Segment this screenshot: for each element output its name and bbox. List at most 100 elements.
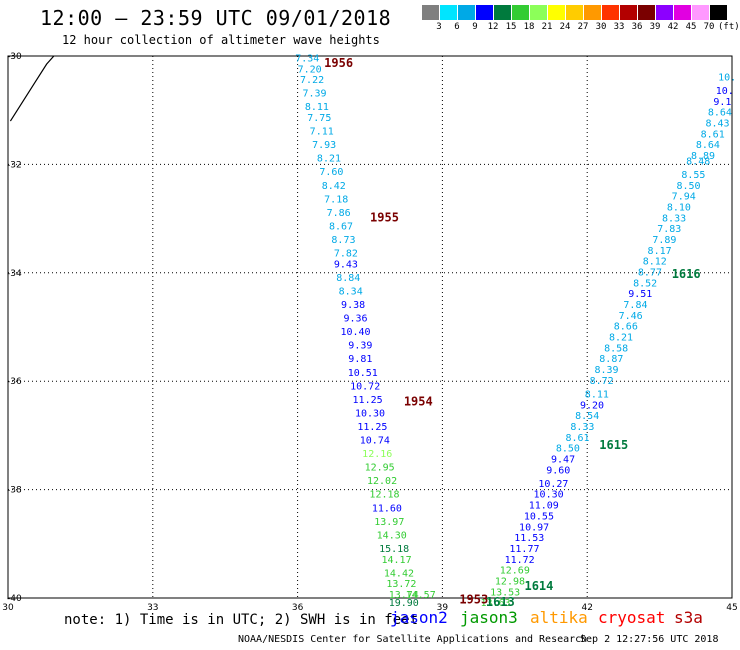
wave-height-value: 9.81 — [348, 354, 372, 365]
color-swatch — [422, 5, 439, 20]
wave-height-value: 12.69 — [500, 566, 530, 577]
wave-height-value: 7.22 — [300, 75, 324, 86]
wave-height-value: 13.63 — [480, 598, 510, 609]
color-swatch — [710, 5, 727, 20]
wave-height-value: 7.46 — [619, 311, 643, 322]
wave-height-value: 10.55 — [524, 511, 554, 522]
lon-tick-label: 39 — [437, 603, 449, 613]
wave-height-value: 14.57 — [406, 590, 436, 601]
color-swatch — [548, 5, 565, 20]
wave-height-value: 8.67 — [329, 221, 353, 232]
wave-height-value: 13.74 — [389, 590, 419, 601]
map-subtitle: 12 hour collection of altimeter wave hei… — [62, 33, 380, 47]
color-scale-label: 27 — [577, 22, 589, 32]
wave-height-value: 15.18 — [379, 544, 409, 555]
wave-height-value: 9.1 — [713, 97, 731, 108]
wave-height-value: 11.60 — [372, 503, 402, 514]
color-scale-label: 39 — [649, 22, 661, 32]
wave-height-value: 10.27 — [538, 479, 568, 490]
wave-height-value: 8.42 — [322, 181, 346, 192]
wave-height-value: 11.77 — [509, 544, 539, 555]
wave-height-value: 8.33 — [570, 422, 594, 433]
color-scale-label: 21 — [541, 22, 553, 32]
color-scale-label: 12 — [487, 22, 499, 32]
lon-tick-label: 33 — [147, 603, 158, 613]
wave-height-value: 10.97 — [519, 522, 549, 533]
wave-height-value: 7.60 — [319, 167, 343, 178]
wave-height-value: 8.61 — [701, 129, 725, 140]
wave-height-value: 9.43 — [334, 259, 358, 270]
legend-altika: altika — [530, 608, 588, 627]
wave-height-value: 7.83 — [657, 224, 681, 235]
wave-height-value: 8.84 — [336, 273, 360, 284]
wave-height-value: 7.75 — [307, 113, 331, 124]
wave-height-value: 7.20 — [298, 64, 322, 75]
wave-height-value: 9.51 — [628, 289, 652, 300]
color-swatch — [692, 5, 709, 20]
wave-height-value: 8.33 — [662, 213, 686, 224]
wave-height-value: 9.39 — [348, 341, 372, 352]
lat-tick-label: -30 — [7, 52, 22, 62]
color-scale-label: 70 — [703, 22, 715, 32]
pass-time-label: 1615 — [599, 438, 628, 452]
wave-height-value: 14.17 — [381, 555, 411, 566]
map-frame — [7, 55, 733, 599]
lat-tick-label: -32 — [7, 160, 22, 170]
wave-height-value: 14.42 — [384, 568, 414, 579]
wave-height-value: 9.47 — [551, 455, 575, 466]
wave-height-value: 8.73 — [331, 235, 355, 246]
generation-timestamp: Sep 2 12:27:56 UTC 2018 — [580, 634, 719, 645]
wave-height-value: 7.89 — [652, 235, 676, 246]
wave-height-value: 9.38 — [341, 300, 365, 311]
lat-tick-label: -38 — [7, 486, 22, 496]
wave-height-value: 8.12 — [643, 257, 667, 268]
map-title: 12:00 – 23:59 UTC 09/01/2018 — [40, 6, 392, 30]
wave-height-value: 10.74 — [360, 436, 390, 447]
color-swatch — [656, 5, 673, 20]
color-scale-label: 15 — [505, 22, 517, 32]
wave-height-value: 10.30 — [534, 490, 564, 501]
wave-height-value: 8.50 — [677, 181, 701, 192]
wave-height-value: 8.77 — [638, 268, 662, 279]
lon-tick-label: 42 — [581, 603, 592, 613]
wave-height-value: 13.97 — [374, 517, 404, 528]
wave-height-value: 8.64 — [708, 108, 732, 119]
wave-height-value: 8.11 — [585, 389, 609, 400]
wave-height-value: 8.21 — [609, 333, 633, 344]
color-scale-label: (ft) — [718, 22, 740, 32]
wave-height-value: 8.21 — [317, 154, 341, 165]
color-swatch — [584, 5, 601, 20]
wave-height-value: 8.48 — [686, 156, 710, 167]
wave-height-value: 13.53 — [490, 587, 520, 598]
wave-height-value: 10.51 — [348, 368, 378, 379]
wave-height-value: 12.02 — [367, 476, 397, 487]
wave-height-value: 12.18 — [369, 490, 399, 501]
pass-time-label: 1614 — [524, 579, 553, 593]
color-swatch — [566, 5, 583, 20]
wave-height-value: 19.90 — [389, 598, 419, 609]
wave-height-value: 11.53 — [514, 533, 544, 544]
color-scale-label: 6 — [454, 22, 460, 32]
wave-height-value: 11.72 — [505, 555, 535, 566]
wave-height-value: 11.25 — [357, 422, 387, 433]
lat-tick-label: -40 — [7, 594, 22, 604]
color-swatch — [512, 5, 529, 20]
color-swatch — [494, 5, 511, 20]
wave-height-value: 9.20 — [580, 400, 604, 411]
color-swatch — [476, 5, 493, 20]
color-scale-label: 30 — [595, 22, 607, 32]
wave-height-value: 8.39 — [594, 365, 618, 376]
color-scale-label: 24 — [559, 22, 571, 32]
color-scale-label: 36 — [631, 22, 643, 32]
color-scale-label: 33 — [613, 22, 625, 32]
lon-tick-label: 45 — [726, 603, 737, 613]
pass-time-label: 1954 — [404, 395, 433, 409]
legend-s3a: s3a — [674, 608, 703, 627]
credit-line: NOAA/NESDIS Center for Satellite Applica… — [238, 634, 588, 645]
wave-height-value: 10.30 — [355, 408, 385, 419]
wave-height-value: 11.09 — [529, 501, 559, 512]
color-scale-label: 9 — [472, 22, 478, 32]
wave-height-value: 8.72 — [590, 376, 614, 387]
wave-height-value: 8.89 — [691, 151, 715, 162]
lon-tick-label: 36 — [292, 603, 304, 613]
